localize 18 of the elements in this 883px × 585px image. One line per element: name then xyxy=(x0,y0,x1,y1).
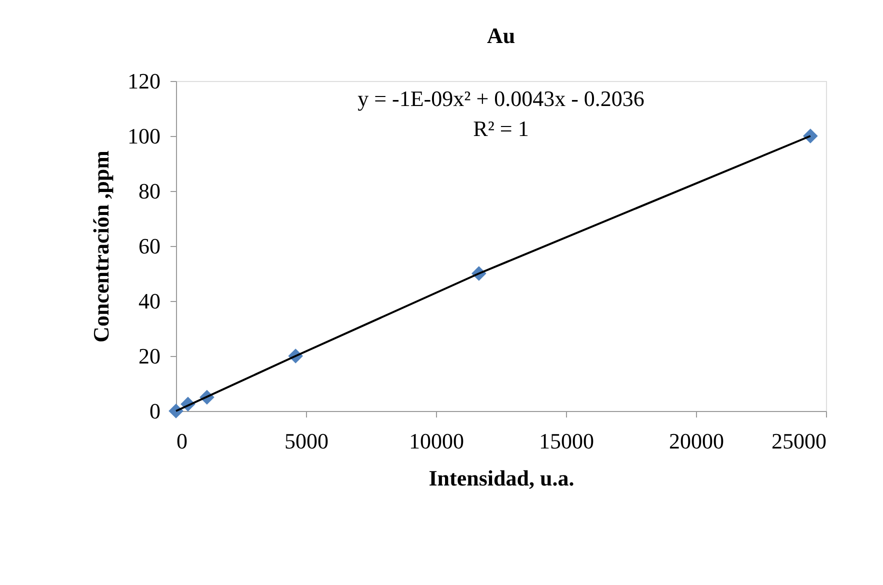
y-tick-label: 80 xyxy=(138,178,160,204)
x-axis-title: Intensidad, u.a. xyxy=(428,466,574,490)
y-tick-label: 100 xyxy=(128,124,160,148)
y-tick-label: 120 xyxy=(128,68,160,94)
annotation: y = -1E-09x² + 0.0043x - 0.2036 xyxy=(358,86,644,111)
x-tick-label: 0 xyxy=(176,428,188,454)
y-tick-label: 20 xyxy=(138,344,160,368)
x-tick-label: 5000 xyxy=(284,428,328,454)
x-tick-label: 20000 xyxy=(669,428,724,454)
y-tick-label: 40 xyxy=(138,288,160,314)
y-tick-label: 60 xyxy=(138,234,160,258)
annotation: R² = 1 xyxy=(473,116,529,141)
y-tick-label: 0 xyxy=(150,398,160,424)
x-tick-label: 25000 xyxy=(772,428,826,454)
y-axis-title: Concentración ,ppm xyxy=(88,150,114,342)
chart-title: Au xyxy=(486,23,516,48)
x-tick-label: 15000 xyxy=(539,428,594,454)
x-tick-label: 10000 xyxy=(409,428,464,454)
